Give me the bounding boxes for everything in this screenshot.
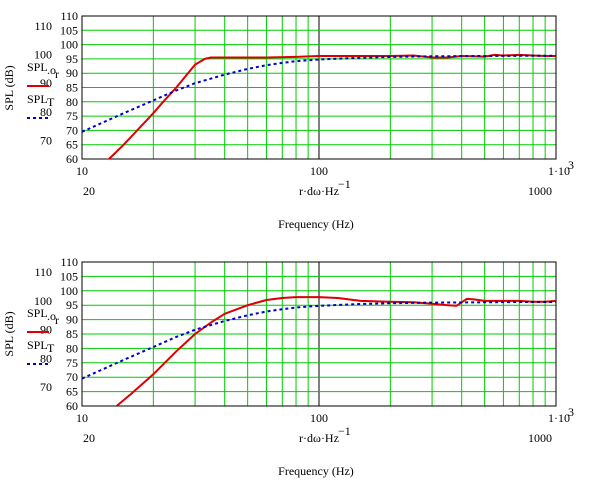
y-tick-label-left: 70 <box>40 133 52 147</box>
y-tick-label: 95 <box>66 52 78 66</box>
y-tick-label: 85 <box>66 81 78 95</box>
chart-2: 1101051009590858075706560110100908070SPL… <box>2 255 574 478</box>
x-tick-label: 100 <box>310 411 328 425</box>
x-tick-label-lower: 1000 <box>528 431 552 445</box>
legend-label: SPL <box>27 60 48 74</box>
y-tick-label-left: 80 <box>40 105 52 119</box>
x-axis-label: Frequency (Hz) <box>278 217 354 231</box>
y-tick-label: 90 <box>66 66 78 80</box>
x-tick-label-lower: 20 <box>83 184 95 198</box>
y-tick-label-left: 100 <box>34 48 52 62</box>
y-tick-label: 105 <box>60 269 78 283</box>
y-tick-label: 90 <box>66 313 78 327</box>
legend-sub-subscript: r <box>55 313 59 327</box>
y-axis-label: SPL (dB) <box>2 65 16 110</box>
legend-subscript: .o <box>47 63 56 77</box>
series-line-spl-t <box>82 54 556 133</box>
legend-subscript: T <box>47 341 55 355</box>
y-tick-label: 60 <box>66 399 78 413</box>
series-group <box>82 296 556 406</box>
x-tick-label: 10 <box>76 411 88 425</box>
x-tick-label-lower: 20 <box>83 431 95 445</box>
x-tick-label: 1·10 <box>548 164 570 178</box>
y-tick-label: 60 <box>66 152 78 166</box>
x-tick-label: 100 <box>310 164 328 178</box>
legend-label: SPL <box>27 338 48 352</box>
y-tick-label-left: 100 <box>34 294 52 308</box>
x-axis-label: Frequency (Hz) <box>278 464 354 478</box>
y-tick-label-left: 90 <box>40 323 52 337</box>
y-tick-label: 70 <box>66 123 78 137</box>
y-tick-label: 100 <box>60 284 78 298</box>
x-tick-label: 1·10 <box>548 411 570 425</box>
y-tick-label-left: 70 <box>40 380 52 394</box>
x-axis-expression-exponent: −1 <box>338 424 351 438</box>
x-tick-exponent: 3 <box>568 405 574 419</box>
y-tick-label: 75 <box>66 356 78 370</box>
x-axis-expression-exponent: −1 <box>338 177 351 191</box>
series-group <box>82 53 556 159</box>
y-tick-label: 105 <box>60 23 78 37</box>
y-tick-label: 70 <box>66 370 78 384</box>
y-tick-label: 80 <box>66 341 78 355</box>
y-tick-label: 110 <box>60 9 78 23</box>
series-line-spl-t <box>82 301 556 380</box>
x-tick-label: 10 <box>76 164 88 178</box>
legend-label: SPL <box>27 92 48 106</box>
y-tick-label-left: 110 <box>34 19 52 33</box>
legend-label: SPL <box>27 306 48 320</box>
plot-frame <box>81 15 557 160</box>
y-tick-label: 75 <box>66 109 78 123</box>
y-tick-label: 110 <box>60 255 78 269</box>
y-axis-label: SPL (dB) <box>2 311 16 356</box>
plot-frame <box>81 261 557 407</box>
legend-subscript: T <box>47 95 55 109</box>
y-tick-label: 100 <box>60 38 78 52</box>
y-tick-label: 95 <box>66 298 78 312</box>
y-tick-label: 80 <box>66 95 78 109</box>
x-tick-exponent: 3 <box>568 158 574 172</box>
x-tick-label-lower: 1000 <box>528 184 552 198</box>
series-line-spl-or <box>115 296 556 406</box>
legend-subscript: .o <box>47 309 56 323</box>
x-axis-expression: r·dω·Hz <box>299 431 339 445</box>
legend-sub-subscript: r <box>55 67 59 81</box>
y-tick-label-left: 80 <box>40 351 52 365</box>
chart-1: 1101051009590858075706560110100908070SPL… <box>2 9 574 231</box>
y-tick-label-left: 110 <box>34 265 52 279</box>
y-tick-label: 85 <box>66 327 78 341</box>
y-tick-label: 65 <box>66 385 78 399</box>
y-tick-label-left: 90 <box>40 76 52 90</box>
y-tick-label: 65 <box>66 138 78 152</box>
x-axis-expression: r·dω·Hz <box>299 184 339 198</box>
